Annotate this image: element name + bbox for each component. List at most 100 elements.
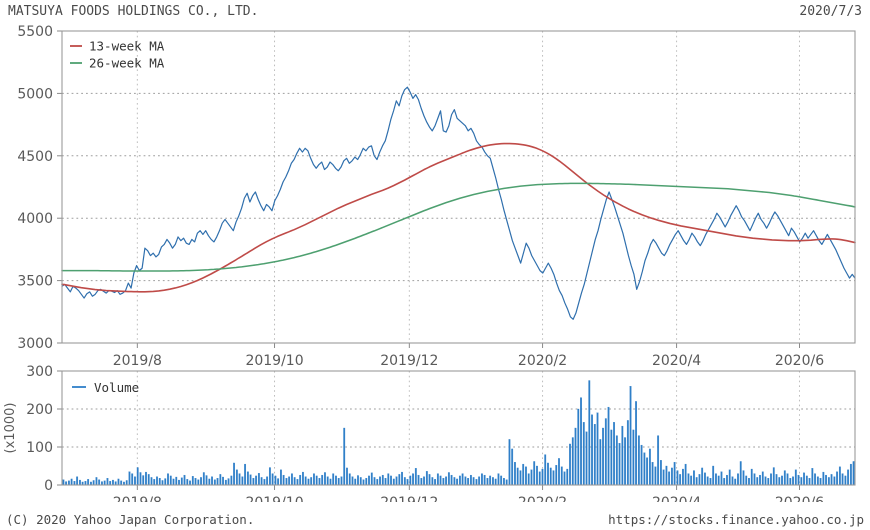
volume-bar xyxy=(62,479,65,486)
volume-bar xyxy=(500,475,503,486)
volume-bar xyxy=(690,475,693,486)
volume-bar xyxy=(241,476,244,486)
volume-bar xyxy=(467,478,470,486)
volume-bar xyxy=(706,476,709,486)
as-of-date: 2020/7/3 xyxy=(799,4,862,19)
volume-bar xyxy=(150,477,153,486)
volume-bar xyxy=(266,476,269,486)
volume-bar xyxy=(296,479,299,486)
volume-bar xyxy=(767,478,770,486)
price-series-26-week-ma xyxy=(61,182,856,272)
volume-bar xyxy=(379,476,381,486)
volume-bar xyxy=(679,474,682,486)
volume-bar xyxy=(508,439,511,486)
volume-bar xyxy=(420,478,423,486)
volume-bar xyxy=(505,479,508,486)
volume-bar xyxy=(555,465,558,486)
volume-bar xyxy=(610,429,613,486)
volume-bar xyxy=(800,477,803,486)
volume-bar xyxy=(734,478,737,486)
volume-bar xyxy=(357,475,359,486)
volume-bar xyxy=(235,469,238,486)
price-y-tick-label: 5000 xyxy=(17,86,53,102)
price-x-tick-label: 2020/2 xyxy=(518,353,567,369)
volume-bar xyxy=(704,472,706,486)
volume-bar xyxy=(582,422,585,486)
volume-bar xyxy=(712,465,715,486)
volume-bar xyxy=(525,466,527,486)
volume-bar xyxy=(662,469,665,486)
volume-bar xyxy=(335,475,337,486)
volume-bar xyxy=(434,479,437,486)
volume-bar xyxy=(469,474,472,486)
volume-bar xyxy=(92,480,95,486)
volume-bar xyxy=(838,466,841,486)
volume-bar xyxy=(142,475,145,486)
volume-bar xyxy=(759,474,761,486)
volume-bar xyxy=(194,478,197,486)
volume-bar xyxy=(169,475,172,486)
volume-bar xyxy=(392,478,395,486)
volume-bar xyxy=(745,475,748,486)
volume-bar xyxy=(547,462,549,486)
volume-bar xyxy=(852,461,855,486)
volume-bar xyxy=(632,429,635,486)
volume-bar xyxy=(770,473,772,486)
volume-bar xyxy=(227,478,230,486)
volume-bar xyxy=(318,478,321,486)
volume-bar xyxy=(98,479,101,486)
volume-bar xyxy=(337,478,340,486)
volume-bar xyxy=(257,473,260,486)
volume-bar xyxy=(321,474,324,486)
volume-bar xyxy=(480,473,483,486)
volume-bar xyxy=(205,475,208,486)
volume-bar xyxy=(79,479,81,486)
volume-bar xyxy=(131,473,134,486)
volume-bar xyxy=(585,431,588,486)
volume-bar xyxy=(183,474,186,486)
volume-bar xyxy=(618,443,621,486)
volume-bar xyxy=(167,473,169,486)
volume-bar xyxy=(772,467,775,486)
volume-bar xyxy=(794,469,797,486)
volume-bar xyxy=(637,435,640,486)
volume-bar xyxy=(145,471,147,486)
volume-bar xyxy=(819,478,822,486)
volume-bar xyxy=(731,476,734,486)
volume-x-tick-label: 2020/4 xyxy=(652,495,701,502)
volume-bar xyxy=(161,480,164,486)
volume-y-tick-label: 0 xyxy=(44,478,53,494)
volume-bar xyxy=(797,474,800,486)
volume-bar xyxy=(668,471,671,486)
volume-bar xyxy=(428,474,431,486)
volume-bar xyxy=(398,474,401,486)
volume-bar xyxy=(552,470,555,486)
volume-bar xyxy=(134,476,136,486)
volume-bar xyxy=(640,444,643,486)
volume-bar xyxy=(414,468,417,486)
volume-bar xyxy=(494,478,497,486)
volume-bar xyxy=(390,475,392,486)
volume-bar xyxy=(368,475,370,486)
volume-bar xyxy=(268,467,271,486)
volume-bar xyxy=(384,478,387,486)
volume-bar xyxy=(453,477,456,486)
volume-bar xyxy=(571,437,574,486)
volume-bar xyxy=(445,476,448,486)
volume-bar xyxy=(676,470,679,486)
volume-bar xyxy=(643,452,646,486)
source-url[interactable]: https://stocks.finance.yahoo.co.jp xyxy=(608,512,864,527)
volume-bar xyxy=(147,474,150,486)
volume-bar xyxy=(109,481,112,486)
volume-bar xyxy=(748,478,750,486)
volume-bar xyxy=(753,473,756,486)
volume-bar xyxy=(285,478,288,486)
volume-bar xyxy=(519,470,522,486)
volume-bar xyxy=(569,443,571,486)
volume-bar xyxy=(329,478,332,486)
volume-bar xyxy=(687,473,690,486)
volume-bar xyxy=(514,462,516,486)
volume-bar xyxy=(737,473,739,486)
copyright-text: (C) 2020 Yahoo Japan Corporation. xyxy=(6,512,255,527)
volume-bar xyxy=(475,479,478,486)
